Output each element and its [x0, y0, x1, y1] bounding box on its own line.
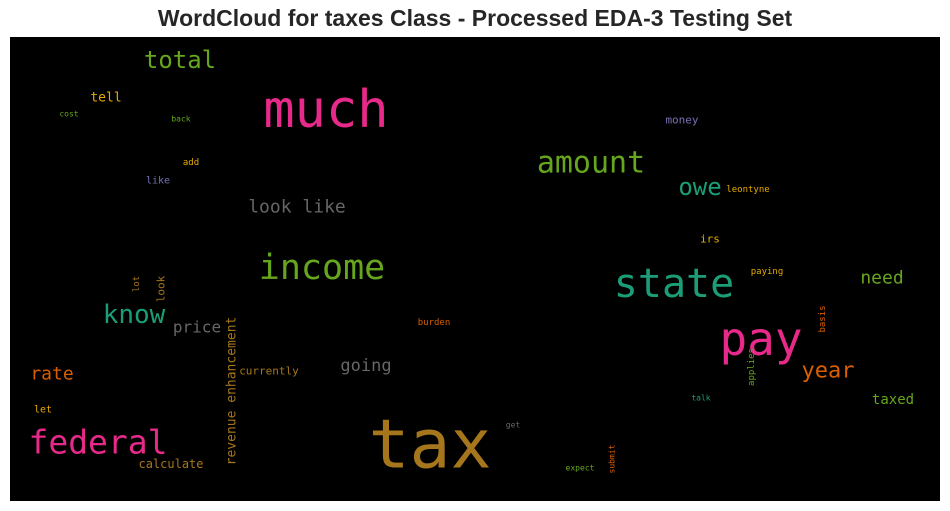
word-revenue-enhancement: revenue enhancement: [225, 317, 240, 466]
word-tax: tax: [369, 406, 492, 485]
word-state: state: [614, 261, 734, 307]
word-taxed: taxed: [872, 392, 914, 408]
word-amount: amount: [537, 146, 645, 181]
word-currently: currently: [239, 365, 299, 378]
word-price: price: [173, 318, 221, 337]
word-expect: expect: [566, 464, 595, 473]
word-much: much: [263, 80, 388, 140]
word-calculate: calculate: [138, 457, 203, 471]
word-submit: submit: [608, 444, 617, 473]
word-pay: pay: [719, 312, 802, 366]
word-leontyne: leontyne: [726, 185, 769, 195]
word-get: get: [506, 421, 521, 430]
word-look: look: [155, 275, 168, 302]
word-owe: owe: [678, 173, 721, 201]
word-going: going: [340, 356, 391, 376]
word-total: total: [144, 46, 216, 74]
wordcloud: tax much pay state income federal amount know ow…: [10, 37, 940, 501]
wordcloud-panel: tax much pay state income federal amount know ow…: [10, 37, 940, 501]
word-irs: irs: [700, 233, 720, 246]
word-cost: cost: [59, 110, 78, 119]
word-back: back: [171, 115, 190, 124]
word-talk: talk: [691, 394, 710, 403]
word-need: need: [860, 268, 903, 289]
word-lot: lot: [132, 276, 142, 292]
word-paying: paying: [751, 267, 784, 277]
word-income: income: [259, 248, 385, 288]
word-add: add: [183, 158, 199, 168]
word-like: like: [146, 176, 170, 187]
chart-title: WordCloud for taxes Class - Processed ED…: [0, 3, 950, 33]
word-money: money: [665, 114, 698, 127]
word-tell: tell: [90, 91, 121, 106]
word-let: let: [34, 405, 52, 416]
word-know: know: [103, 300, 166, 330]
word-year: year: [802, 359, 855, 384]
word-federal: federal: [28, 423, 167, 462]
word-basis: basis: [818, 305, 828, 332]
word-burden: burden: [418, 318, 451, 328]
word-applies: applies: [747, 348, 757, 386]
word-rate: rate: [30, 364, 73, 385]
word-look-like: look like: [248, 197, 346, 218]
